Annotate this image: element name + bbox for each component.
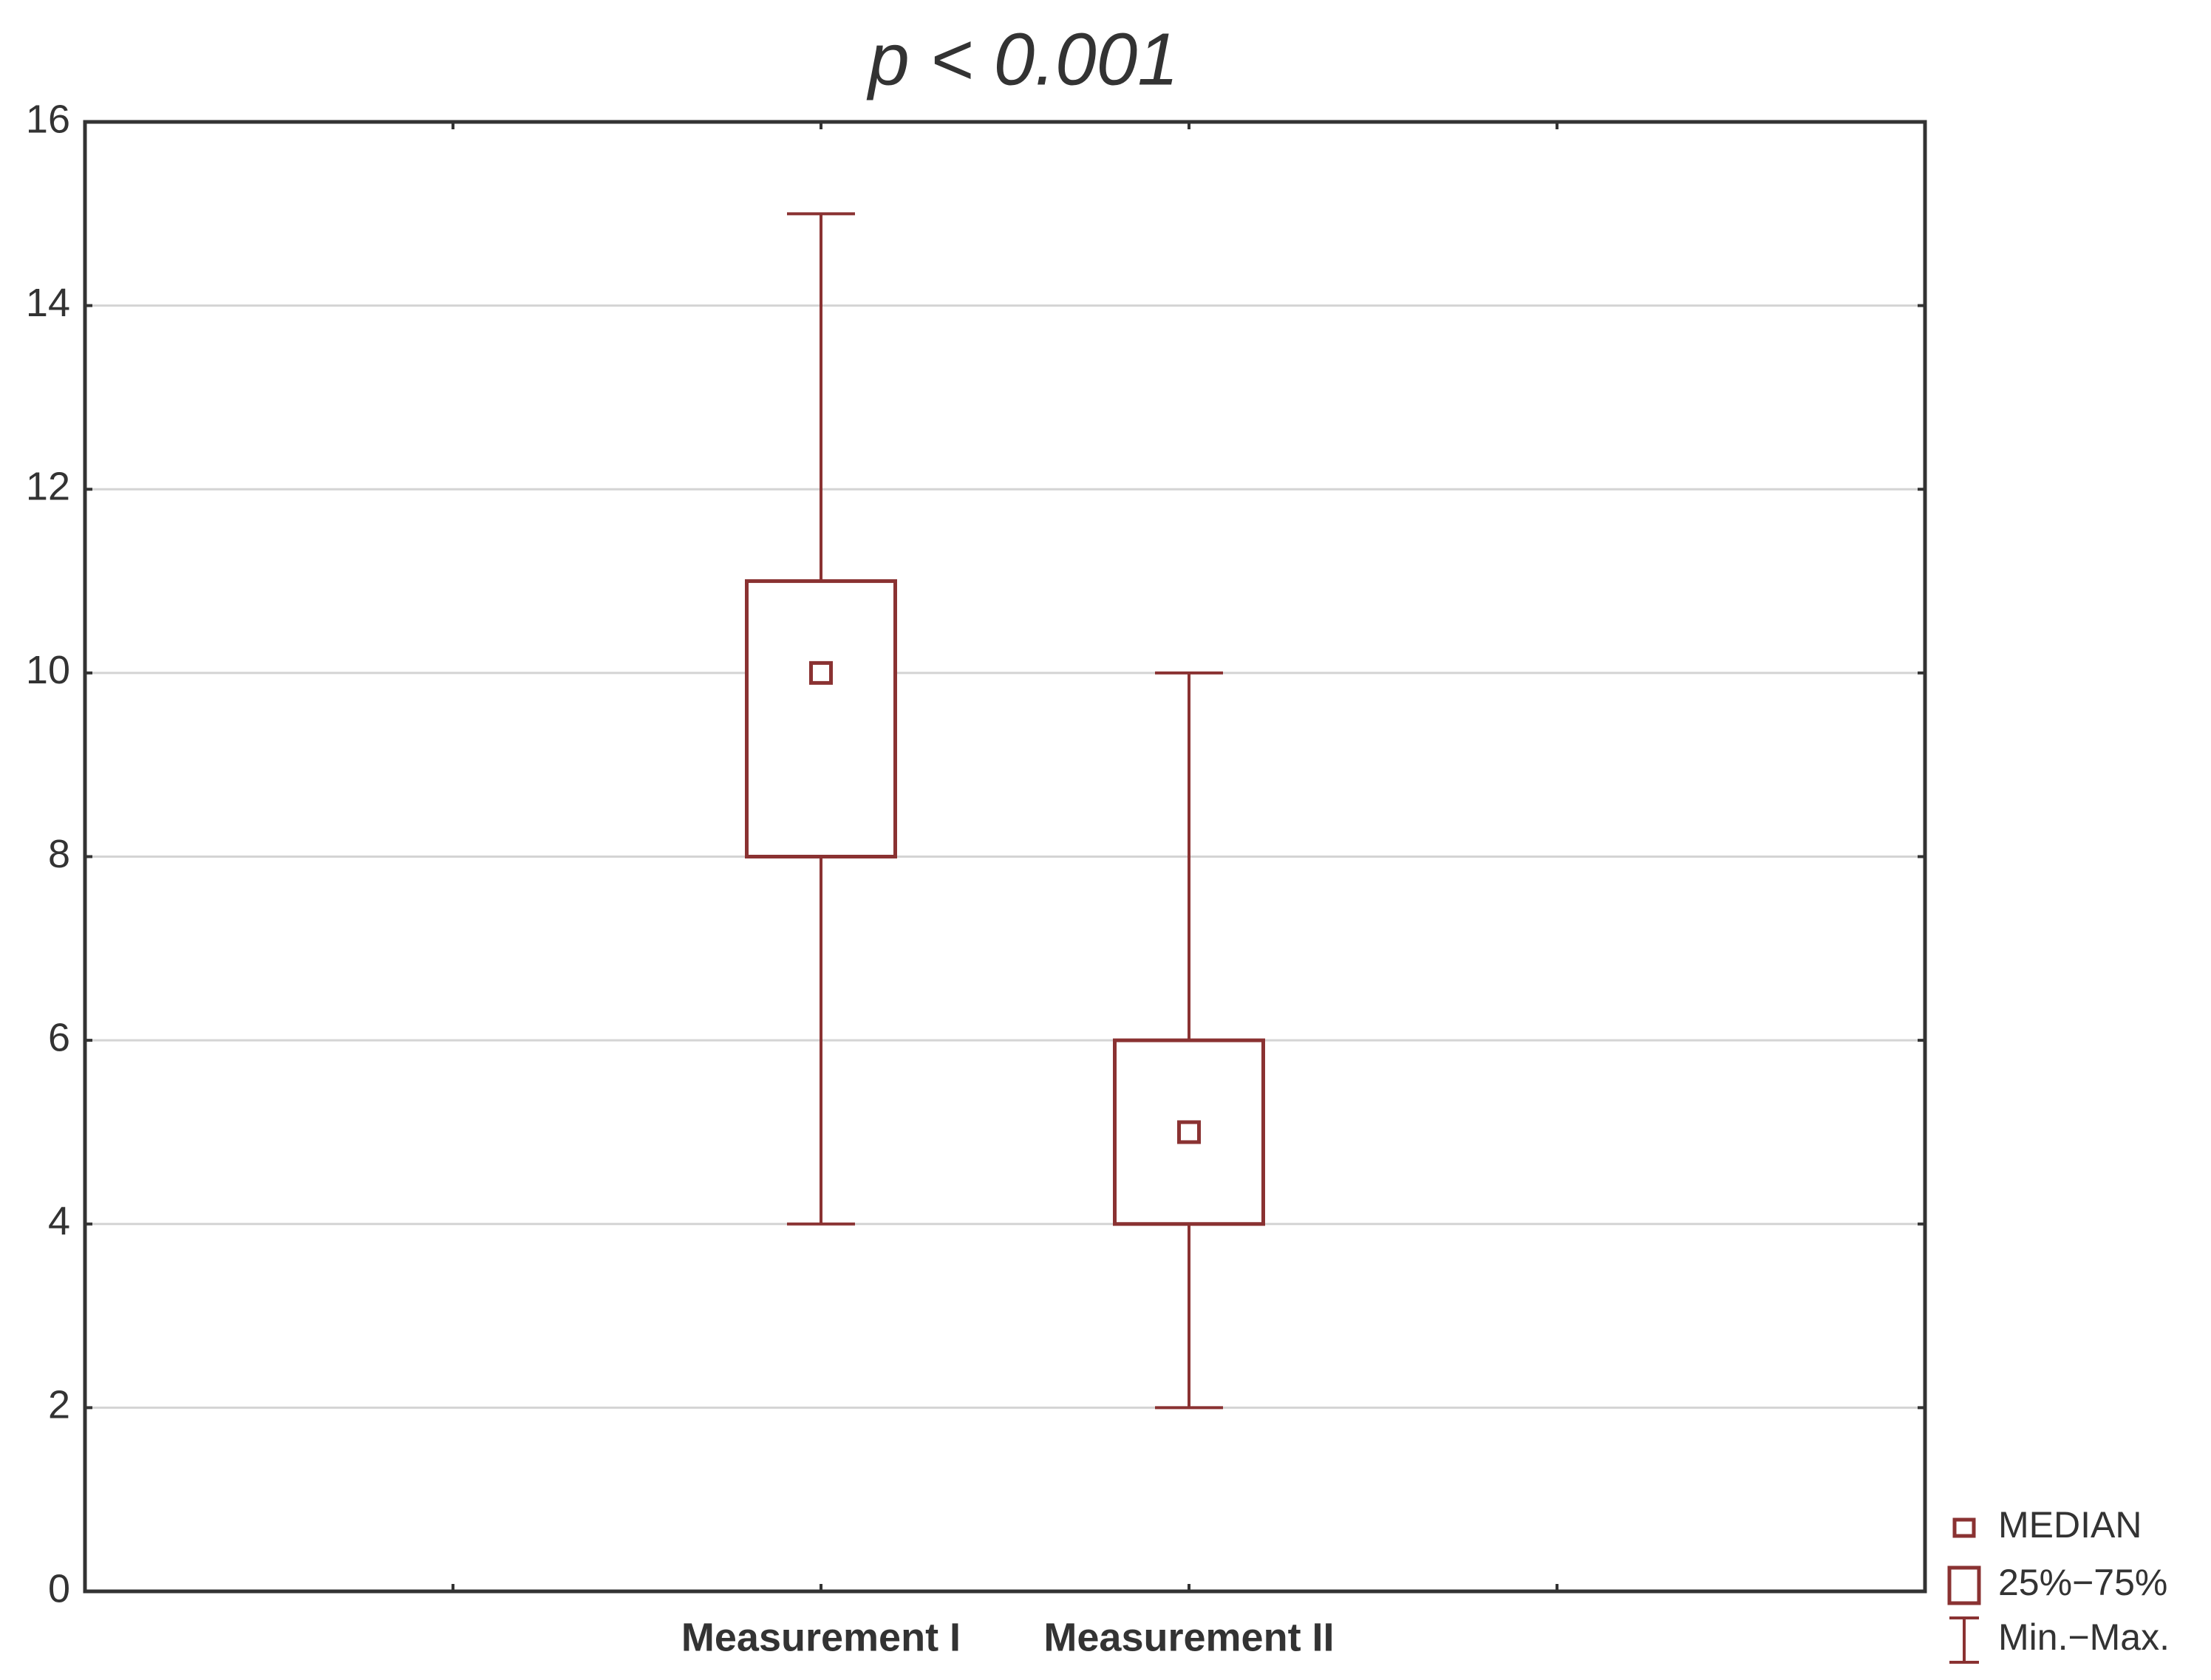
legend-label: MEDIAN xyxy=(1998,1504,2142,1546)
legend-label: 25%−75% xyxy=(1998,1562,2167,1603)
y-tick-label: 10 xyxy=(26,648,70,692)
median xyxy=(809,660,833,685)
y-tick-label: 16 xyxy=(26,97,70,141)
y-tick-label: 0 xyxy=(48,1566,70,1611)
x-tick-label: Measurement I xyxy=(681,1615,961,1659)
legend-icon-median xyxy=(1952,1517,1976,1538)
box xyxy=(745,579,897,858)
legend-label: Min.−Max. xyxy=(1998,1616,2170,1658)
y-tick-label: 12 xyxy=(26,465,70,509)
median xyxy=(1177,1120,1201,1144)
y-tick-label: 2 xyxy=(48,1383,70,1427)
y-tick-label: 6 xyxy=(48,1015,70,1059)
plot-frame xyxy=(83,120,1927,1594)
y-tick-label: 4 xyxy=(48,1199,70,1243)
legend-icon-box xyxy=(1947,1565,1981,1605)
x-tick-label: Measurement II xyxy=(1043,1615,1334,1659)
y-tick-label: 14 xyxy=(26,281,70,325)
y-tick-label: 8 xyxy=(48,832,70,876)
chart-title: p < 0.001 xyxy=(866,18,1179,100)
